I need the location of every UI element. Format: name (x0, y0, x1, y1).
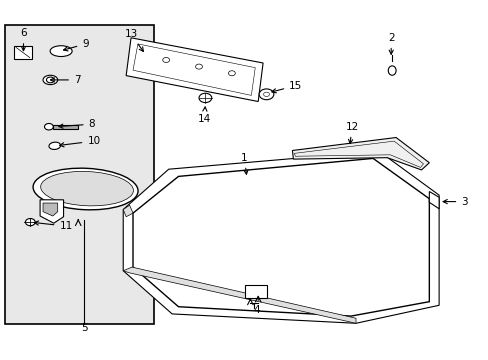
Circle shape (228, 71, 235, 76)
Text: 7: 7 (50, 75, 81, 85)
Polygon shape (126, 38, 263, 102)
Polygon shape (133, 158, 428, 316)
Circle shape (46, 77, 54, 83)
Circle shape (199, 93, 211, 103)
Polygon shape (428, 192, 438, 209)
Circle shape (25, 219, 35, 226)
Bar (14, 46, 32, 59)
Circle shape (195, 64, 202, 69)
Ellipse shape (387, 66, 395, 75)
Text: 3: 3 (442, 197, 467, 207)
Bar (5, 25, 154, 324)
Text: 8: 8 (59, 119, 95, 129)
Circle shape (163, 58, 169, 63)
Text: 11: 11 (34, 221, 73, 231)
Text: 4: 4 (253, 305, 260, 315)
Text: 13: 13 (124, 29, 143, 51)
Text: 1: 1 (241, 153, 247, 174)
Circle shape (263, 92, 269, 96)
Polygon shape (43, 203, 58, 216)
Text: 12: 12 (345, 122, 358, 144)
Ellipse shape (43, 75, 58, 85)
Polygon shape (292, 138, 428, 170)
Text: 10: 10 (60, 136, 100, 147)
Text: 14: 14 (197, 107, 211, 124)
Ellipse shape (49, 142, 61, 149)
Text: 2: 2 (387, 33, 394, 54)
Text: 5: 5 (81, 323, 87, 333)
Polygon shape (40, 200, 63, 223)
Text: 6: 6 (20, 28, 27, 51)
Polygon shape (123, 267, 355, 323)
Ellipse shape (33, 168, 138, 210)
Text: 9: 9 (63, 39, 89, 51)
Ellipse shape (50, 46, 72, 57)
Bar (245, 285, 266, 298)
Text: 15: 15 (271, 81, 302, 93)
Polygon shape (123, 205, 133, 217)
Circle shape (44, 123, 53, 130)
Polygon shape (123, 151, 438, 323)
Ellipse shape (53, 144, 59, 147)
Bar (53, 125, 78, 129)
Ellipse shape (41, 171, 133, 206)
Circle shape (259, 89, 273, 100)
